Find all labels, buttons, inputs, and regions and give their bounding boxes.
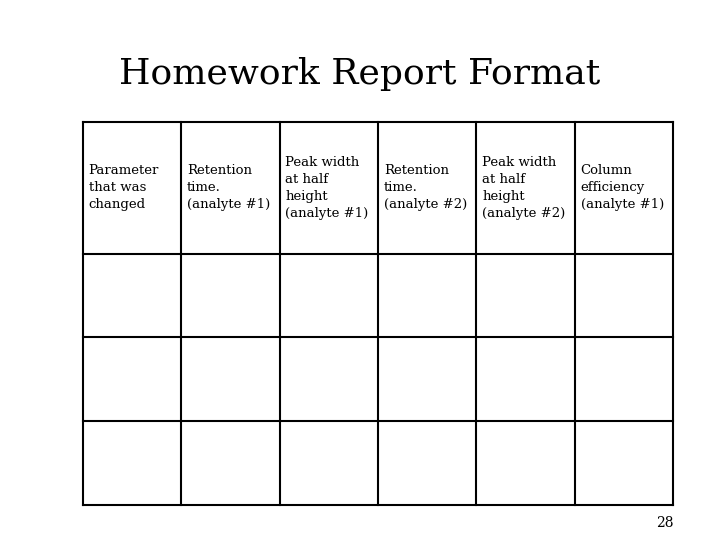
- Text: Retention
time.
(analyte #1): Retention time. (analyte #1): [187, 164, 270, 211]
- Text: Peak width
at half
height
(analyte #1): Peak width at half height (analyte #1): [285, 156, 369, 220]
- Text: Peak width
at half
height
(analyte #2): Peak width at half height (analyte #2): [482, 156, 565, 220]
- Text: Column
efficiency
(analyte #1): Column efficiency (analyte #1): [580, 164, 664, 211]
- Text: 28: 28: [656, 516, 673, 530]
- Text: Parameter
that was
changed: Parameter that was changed: [89, 164, 159, 211]
- Text: Homework Report Format: Homework Report Format: [120, 57, 600, 91]
- Text: Retention
time.
(analyte #2): Retention time. (analyte #2): [384, 164, 467, 211]
